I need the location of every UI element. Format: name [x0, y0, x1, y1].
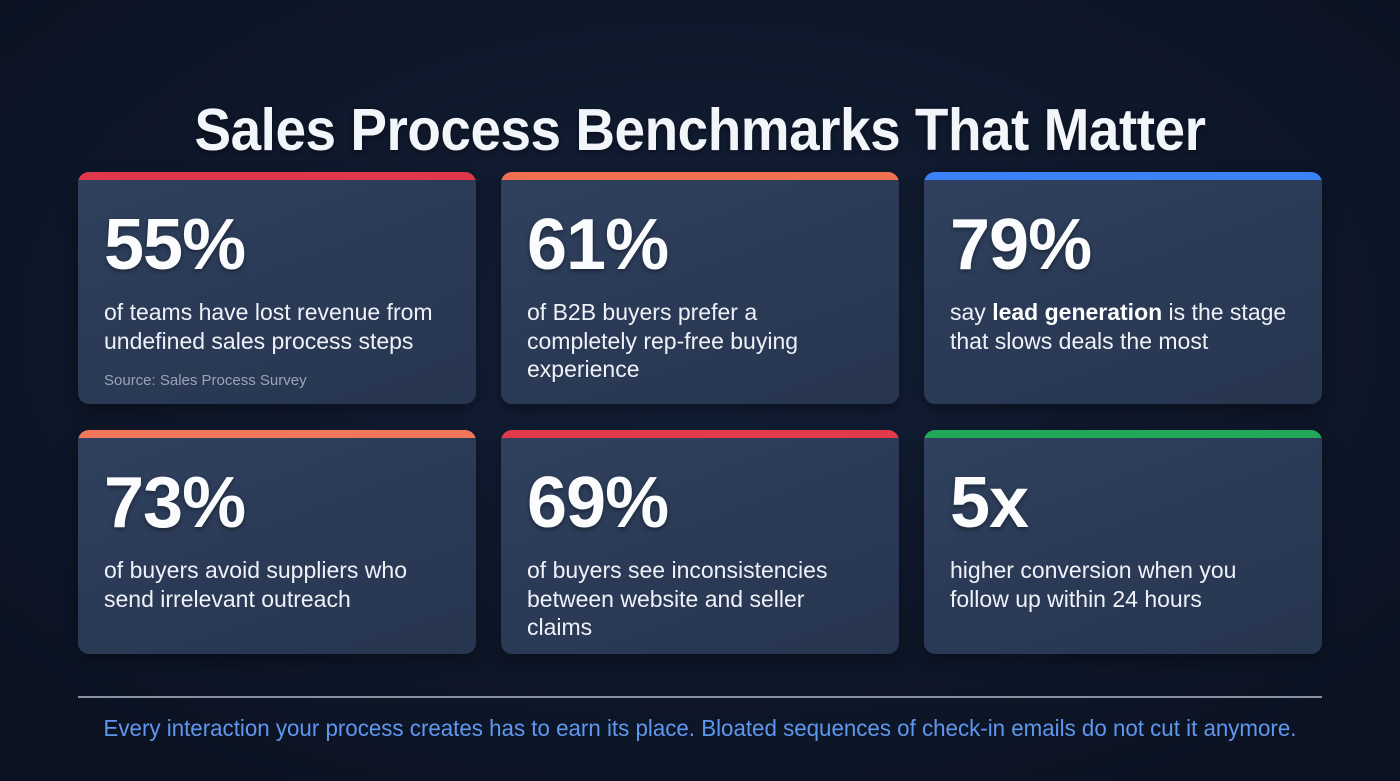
- stat-source: Source: Sales Process Survey: [104, 372, 307, 389]
- stat-card-grid: 55% of teams have lost revenue from undef…: [78, 172, 1322, 654]
- stat-description-text: higher conversion when you follow up wit…: [950, 557, 1237, 612]
- card-accent-bar: [924, 172, 1322, 180]
- stat-card: 69% of buyers see inconsistencies between…: [501, 430, 899, 654]
- stat-description-text: of buyers avoid suppliers who send irrel…: [104, 557, 407, 612]
- stat-description: say lead generation is the stage that sl…: [950, 298, 1296, 355]
- stat-description-text: say: [950, 299, 993, 325]
- footer-divider: [78, 696, 1322, 698]
- footer-note: Every interaction your process creates h…: [103, 715, 1297, 741]
- stat-description: higher conversion when you follow up wit…: [950, 556, 1296, 613]
- stat-value: 69%: [527, 463, 669, 543]
- stat-description: of teams have lost revenue from undefine…: [104, 298, 450, 355]
- stat-description-text: of teams have lost revenue from undefine…: [104, 299, 433, 354]
- stat-card: 61% of B2B buyers prefer a completely rep…: [501, 172, 899, 404]
- stat-description-text-tail: is the stage that slows deals the most: [950, 299, 1287, 354]
- stat-card: 5x higher conversion when you follow up w…: [924, 430, 1322, 654]
- stat-card: 73% of buyers avoid suppliers who send ir…: [78, 430, 476, 654]
- stat-card: 55% of teams have lost revenue from undef…: [78, 172, 476, 404]
- stat-card: 79% say lead generation is the stage that…: [924, 172, 1322, 404]
- stat-description-text: of buyers see inconsistencies between we…: [527, 557, 828, 640]
- card-accent-bar: [924, 430, 1322, 438]
- card-accent-bar: [78, 430, 476, 438]
- stat-value: 61%: [527, 205, 669, 285]
- stat-value: 79%: [950, 205, 1092, 285]
- stat-description: of buyers see inconsistencies between we…: [527, 556, 873, 642]
- stat-description-text: of B2B buyers prefer a completely rep-fr…: [527, 299, 799, 382]
- stat-description: of buyers avoid suppliers who send irrel…: [104, 556, 450, 613]
- card-accent-bar: [78, 172, 476, 180]
- stat-value: 73%: [104, 463, 246, 543]
- page-title: Sales Process Benchmarks That Matter: [194, 96, 1206, 163]
- card-accent-bar: [501, 430, 899, 438]
- stat-description-emphasis: lead generation: [992, 299, 1163, 325]
- stat-value: 55%: [104, 205, 246, 285]
- stat-value: 5x: [950, 463, 1029, 543]
- card-accent-bar: [501, 172, 899, 180]
- stat-description: of B2B buyers prefer a completely rep-fr…: [527, 298, 873, 384]
